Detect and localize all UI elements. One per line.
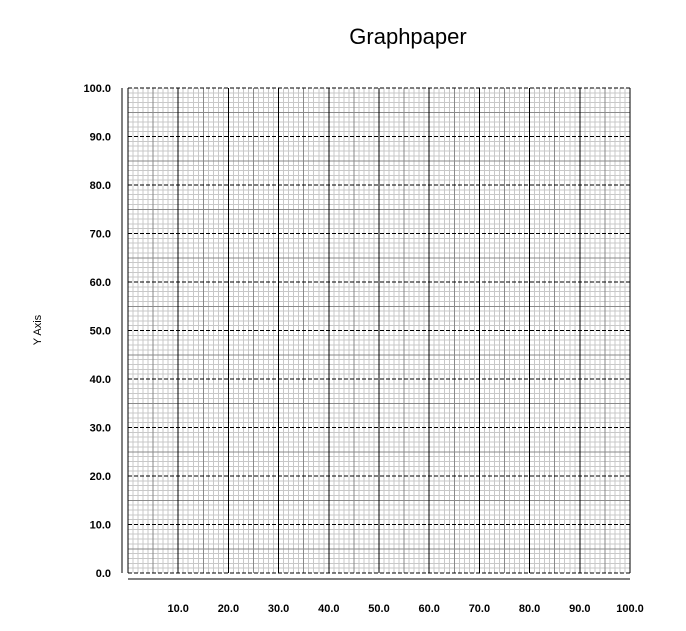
y-tick-label: 70.0 [90, 229, 111, 241]
y-tick-label: 0.0 [96, 568, 111, 580]
y-tick-label: 10.0 [90, 520, 111, 532]
chart-title: Graphpaper [349, 24, 466, 49]
y-tick-label: 60.0 [90, 277, 111, 289]
y-tick-label: 50.0 [90, 326, 111, 338]
x-tick-label: 90.0 [569, 603, 590, 615]
y-tick-label: 40.0 [90, 374, 111, 386]
x-tick-label: 50.0 [368, 603, 389, 615]
x-tick-label: 30.0 [268, 603, 289, 615]
y-tick-label: 80.0 [90, 180, 111, 192]
y-tick-label: 90.0 [90, 132, 111, 144]
y-tick-label: 20.0 [90, 471, 111, 483]
x-tick-label: 20.0 [218, 603, 239, 615]
x-tick-label: 10.0 [167, 603, 188, 615]
y-tick-label: 30.0 [90, 423, 111, 435]
x-tick-label: 70.0 [469, 603, 490, 615]
x-tick-label: 100.0 [616, 603, 644, 615]
x-tick-label: 80.0 [519, 603, 540, 615]
y-tick-label: 100.0 [83, 83, 111, 95]
x-tick-label: 40.0 [318, 603, 339, 615]
y-tick-labels: 0.0 10.0 20.0 30.0 40.0 50.0 60.0 70.0 80.0 90.0 1… [83, 83, 111, 580]
x-tick-label: 60.0 [418, 603, 439, 615]
major-grid [127, 87, 631, 574]
x-tick-labels: 10.0 20.0 30.0 40.0 50.0 60.0 70.0 80.0 90.0 100.… [167, 603, 643, 615]
y-axis-label: Y Axis [32, 314, 44, 345]
